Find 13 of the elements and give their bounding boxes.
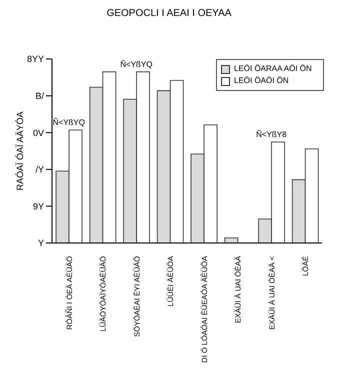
annotation: Ñ<YßYQ [52,117,85,128]
text: 0V [32,128,44,138]
text: 8YY [26,54,44,64]
legend-label: LEÖI ÖARAA AÖI ÖN [234,63,312,75]
text: 9Y [32,201,44,212]
annotation: Ñ<YßY8 [256,129,288,140]
chart-title: GEOPOCLI I AEAI I OEYAA [106,8,232,19]
text: /Y [35,164,44,175]
annotation: Ñ<YßYQ [120,58,152,69]
text: Y [38,238,44,248]
y-axis-title: RAÓAÏ ÓAÏ AÄYÓA [15,111,26,191]
text: B/ [35,90,44,101]
legend-label: LEÖI ÖAÖI ÖN [234,75,289,87]
